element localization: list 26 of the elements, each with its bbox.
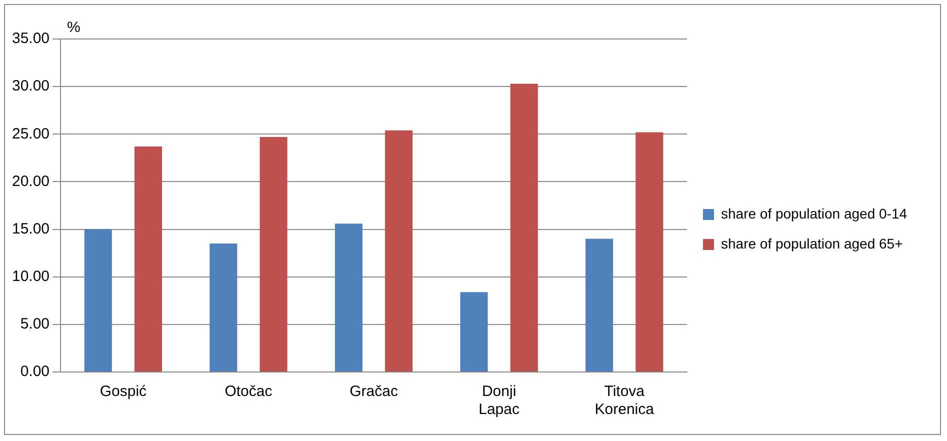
bar	[586, 238, 614, 372]
bar	[460, 292, 488, 372]
x-tick-label: Donji Lapac	[478, 383, 520, 418]
y-tick-label: 0.00	[20, 363, 50, 380]
y-tick-label: 25.00	[12, 125, 50, 142]
legend-label: share of population aged 65+	[721, 235, 903, 252]
y-tick-label: 30.00	[12, 78, 50, 95]
x-tick-label: Otočac	[224, 383, 273, 400]
bar	[210, 244, 238, 372]
y-axis-title: %	[67, 19, 80, 36]
bar	[385, 130, 413, 372]
bar	[334, 224, 362, 372]
y-tick-label: 20.00	[12, 172, 50, 190]
x-tick-label: Gračac	[350, 383, 398, 400]
bar	[636, 132, 664, 372]
bar	[260, 136, 288, 372]
y-tick-label: 15.00	[12, 220, 50, 238]
bar	[134, 146, 162, 372]
y-tick-label: 10.00	[12, 268, 50, 285]
y-tick-label: 5.00	[20, 316, 50, 333]
legend-label: share of population aged 0-14	[721, 205, 908, 222]
y-tick-label: 35.00	[12, 30, 50, 48]
x-tick-label: Titova Korenica	[594, 383, 655, 418]
bar	[510, 84, 538, 372]
bar	[84, 229, 112, 372]
x-tick-label: Gospić	[100, 383, 148, 400]
